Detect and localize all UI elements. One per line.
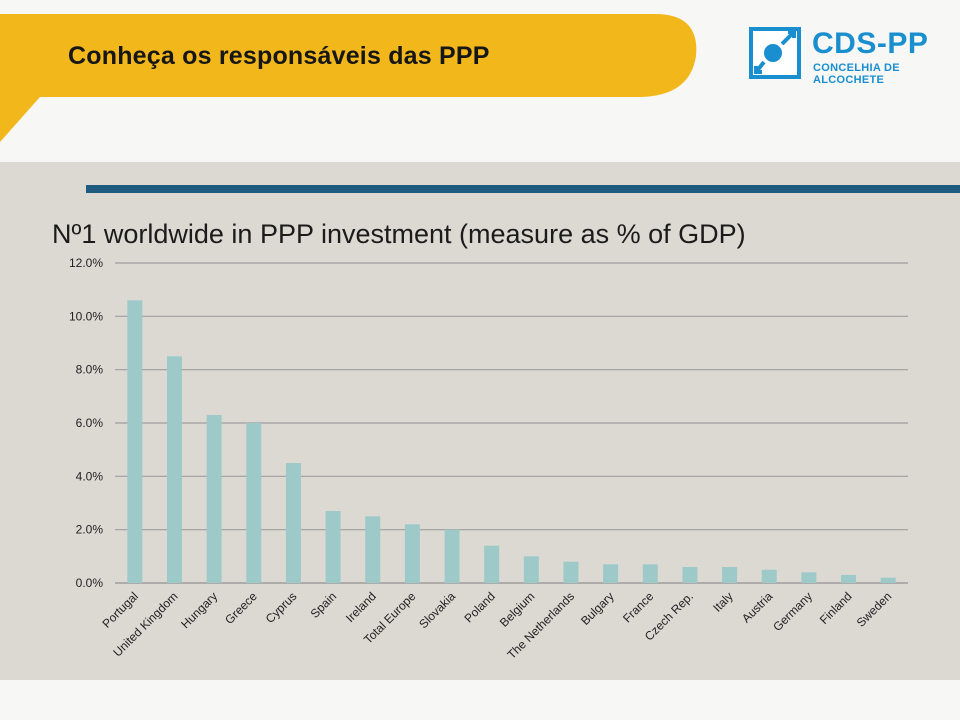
- bar-poland: [484, 545, 500, 583]
- x-tick-label: Austria: [739, 589, 776, 626]
- x-tick-label: Spain: [308, 589, 340, 621]
- bars: [127, 300, 896, 583]
- y-axis-ticks: 0.0% 2.0% 4.0% 6.0% 8.0% 10.0% 12.0%: [69, 256, 103, 590]
- bar-italy: [722, 567, 738, 583]
- y-tick-label: 2.0%: [76, 523, 104, 537]
- accent-rule: [86, 185, 960, 193]
- chart-title: Nº1 worldwide in PPP investment (measure…: [52, 219, 746, 249]
- x-tick-label: Finland: [817, 589, 855, 627]
- x-tick-label: Sweden: [854, 589, 895, 630]
- y-tick-label: 12.0%: [69, 256, 103, 270]
- bar-sweden: [880, 577, 896, 583]
- x-tick-label: Poland: [461, 589, 497, 625]
- x-tick-label: Germany: [770, 589, 815, 634]
- bar-spain: [325, 511, 341, 583]
- y-tick-label: 0.0%: [76, 576, 104, 590]
- bar-ireland: [365, 516, 381, 583]
- x-tick-label: Cyprus: [263, 589, 300, 626]
- bar-france: [642, 564, 658, 583]
- x-tick-label: Hungary: [178, 589, 220, 631]
- y-tick-label: 8.0%: [76, 363, 104, 377]
- bar-finland: [841, 575, 857, 583]
- cds-pp-logo: CDS-PP CONCELHIA DE ALCOCHETE: [748, 26, 948, 86]
- logo-subtitle: CONCELHIA DE ALCOCHETE: [813, 62, 900, 86]
- y-tick-label: 4.0%: [76, 469, 104, 483]
- bar-slovakia: [444, 529, 460, 583]
- x-tick-label: Italy: [710, 589, 735, 614]
- bar-belgium: [523, 556, 539, 583]
- y-tick-label: 6.0%: [76, 416, 104, 430]
- bar-united-kingdom: [166, 356, 182, 583]
- bar-austria: [761, 569, 777, 583]
- bar-germany: [801, 572, 817, 583]
- bar-greece: [246, 423, 262, 583]
- logo-arrows-icon: [749, 27, 801, 79]
- x-tick-label: Bulgary: [578, 589, 617, 628]
- x-tick-label: France: [620, 589, 657, 626]
- y-tick-label: 10.0%: [69, 309, 103, 323]
- title-banner: [0, 14, 697, 142]
- bar-the-netherlands: [563, 561, 579, 583]
- x-tick-label: Greece: [222, 589, 260, 627]
- x-tick-label: Ireland: [343, 589, 379, 625]
- slide-title: Conheça os responsáveis das PPP: [68, 42, 490, 70]
- gridlines: [115, 262, 908, 584]
- bar-czech-rep: [682, 567, 698, 583]
- logo-name: CDS-PP: [812, 27, 929, 60]
- bar-hungary: [206, 415, 222, 583]
- bar-bulgary: [603, 564, 619, 583]
- bar-portugal: [127, 300, 143, 583]
- x-tick-label: Slovakia: [416, 589, 458, 631]
- bar-cyprus: [285, 463, 301, 583]
- chart-panel: [0, 162, 960, 680]
- bar-total-europe: [404, 524, 420, 583]
